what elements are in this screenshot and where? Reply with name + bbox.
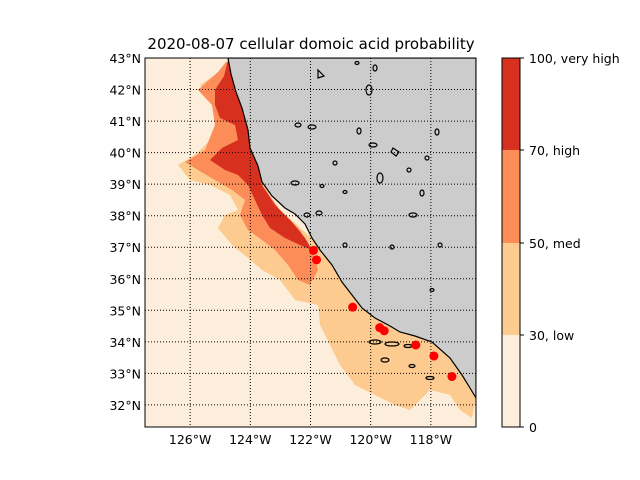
station-marker bbox=[429, 351, 439, 361]
lat-tick-label: 32°N bbox=[109, 398, 141, 413]
station-marker bbox=[411, 340, 421, 350]
colorbar-label-med: 50, med bbox=[529, 236, 581, 251]
colorbar-band-70-100 bbox=[502, 58, 520, 150]
map-area bbox=[145, 58, 476, 427]
lat-tick-label: 42°N bbox=[109, 83, 141, 98]
lat-tick-label: 40°N bbox=[109, 146, 141, 161]
lat-tick-label: 35°N bbox=[109, 303, 141, 318]
colorbar-band-50-70 bbox=[502, 150, 520, 243]
lon-tick-label: 122°W bbox=[289, 432, 331, 447]
lon-tick-label: 118°W bbox=[410, 432, 452, 447]
colorbar-band-30-50 bbox=[502, 243, 520, 335]
map-title: 2020-08-07 cellular domoic acid probabil… bbox=[147, 35, 474, 53]
station-marker bbox=[312, 255, 322, 265]
lat-tick-label: 37°N bbox=[109, 240, 141, 255]
colorbar-label-high: 70, high bbox=[529, 143, 580, 158]
lat-tick-label: 36°N bbox=[109, 272, 141, 287]
colorbar-label-zero: 0 bbox=[529, 420, 537, 435]
stations bbox=[309, 245, 457, 382]
station-marker bbox=[447, 372, 457, 382]
land-mass bbox=[227, 58, 476, 400]
band-very-high bbox=[210, 60, 312, 250]
lat-tick-labels: 43°N 42°N 41°N 40°N 39°N 38°N 37°N 36°N 35°N 34°N… bbox=[109, 51, 141, 413]
lat-tick-label: 34°N bbox=[109, 335, 141, 350]
lon-tick-label: 120°W bbox=[349, 432, 391, 447]
lon-tick-label: 124°W bbox=[229, 432, 271, 447]
station-marker bbox=[379, 326, 389, 336]
lat-tick-label: 33°N bbox=[109, 366, 141, 381]
colorbar-band-0-30 bbox=[502, 335, 520, 427]
lat-tick-label: 43°N bbox=[109, 51, 141, 66]
lon-tick-label: 126°W bbox=[169, 432, 211, 447]
lat-tick-label: 38°N bbox=[109, 209, 141, 224]
station-marker bbox=[348, 302, 358, 312]
station-marker bbox=[309, 245, 319, 255]
lon-tick-labels: 126°W 124°W 122°W 120°W 118°W bbox=[169, 432, 452, 447]
lat-tick-label: 41°N bbox=[109, 114, 141, 129]
map-border bbox=[144, 57, 477, 428]
colorbar: 100, very high 70, high 50, med 30, low … bbox=[501, 51, 620, 435]
colorbar-label-low: 30, low bbox=[529, 328, 574, 343]
lakes bbox=[290, 60, 443, 293]
islands bbox=[368, 339, 435, 381]
lat-tick-label: 39°N bbox=[109, 177, 141, 192]
colorbar-label-very-high: 100, very high bbox=[529, 51, 620, 66]
